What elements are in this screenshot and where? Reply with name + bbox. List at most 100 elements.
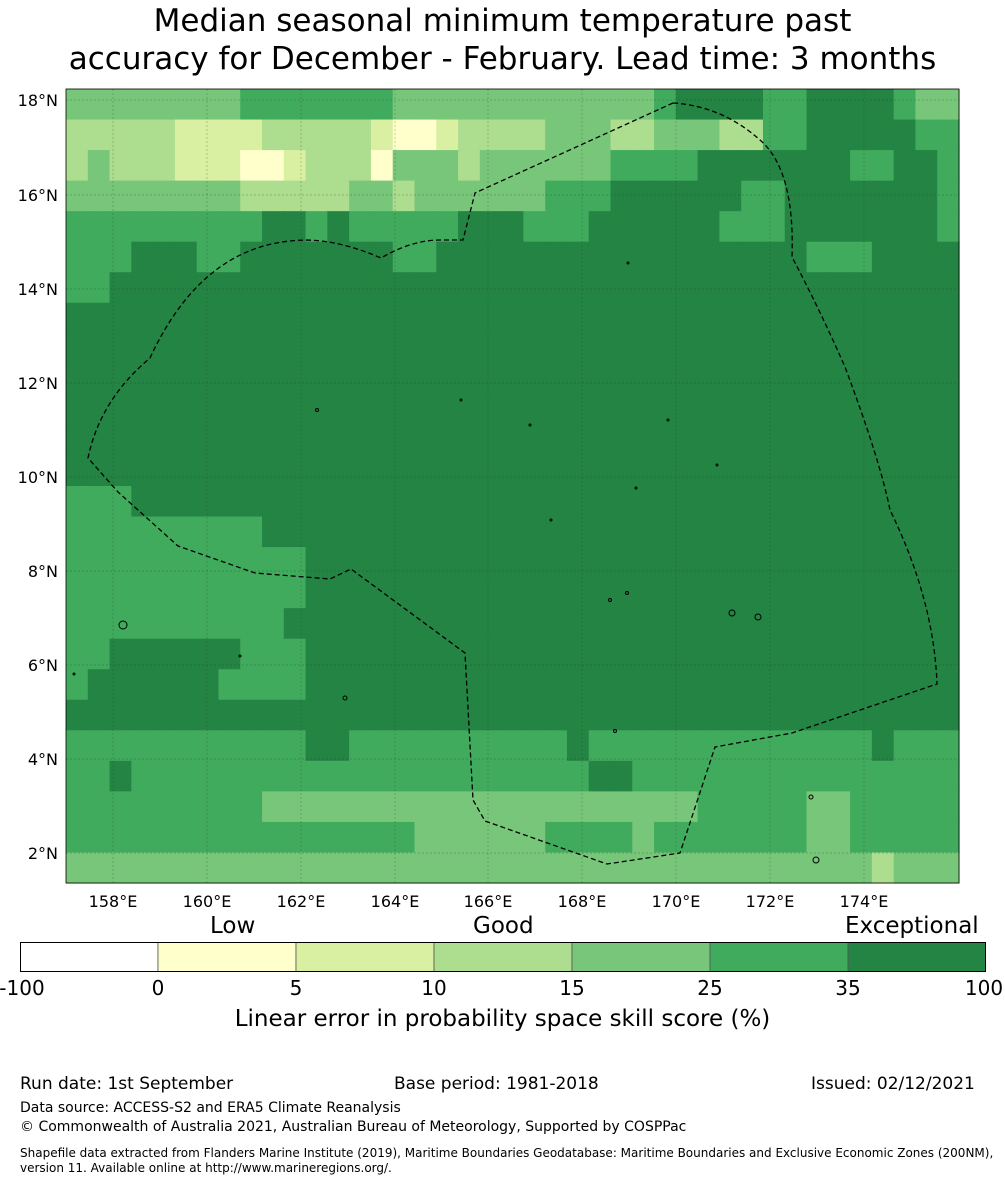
skill-cell	[871, 272, 895, 304]
skill-cell	[174, 547, 198, 579]
skill-cell	[153, 150, 176, 182]
skill-cell	[414, 486, 437, 518]
skill-cell	[632, 333, 655, 365]
skill-cell	[675, 760, 699, 792]
skill-cell	[436, 791, 459, 823]
skill-cell	[828, 211, 851, 243]
skill-cell	[109, 150, 132, 182]
skill-cell	[523, 211, 546, 243]
skill-cell	[741, 363, 764, 395]
skill-cell	[762, 363, 786, 395]
skill-cell	[87, 394, 111, 426]
skill-cell	[523, 486, 546, 518]
skill-cell	[109, 211, 132, 243]
skill-cell	[850, 669, 873, 701]
skill-cell	[566, 730, 590, 762]
skill-cell	[87, 211, 111, 243]
skill-cell	[240, 302, 263, 334]
skill-cell	[392, 241, 416, 273]
skill-cell	[915, 638, 938, 670]
skill-cell	[66, 333, 89, 365]
skill-cell	[741, 669, 764, 701]
skill-cell	[370, 577, 394, 609]
skill-cell	[719, 547, 742, 579]
skill-cell	[610, 669, 633, 701]
skill-cell	[109, 272, 132, 304]
skill-cell	[218, 89, 241, 121]
skill-cell	[654, 821, 677, 854]
skill-cell	[283, 211, 307, 243]
skill-cell	[697, 699, 721, 731]
skill-cell	[632, 363, 655, 395]
skill-cell	[654, 608, 677, 640]
skill-cell	[719, 486, 742, 518]
skill-cell	[588, 638, 612, 670]
skill-cell	[370, 150, 394, 182]
skill-cell	[109, 791, 132, 823]
skill-cell	[523, 577, 546, 609]
skill-cell	[610, 272, 633, 304]
skill-cell	[174, 821, 198, 854]
skill-cell	[893, 821, 917, 854]
skill-cell	[719, 852, 742, 884]
skill-cell	[392, 608, 416, 640]
skill-cell	[392, 89, 416, 121]
skill-cell	[937, 455, 960, 487]
skill-cell	[588, 394, 612, 426]
skill-cell	[370, 394, 394, 426]
skill-cell	[850, 150, 873, 182]
skill-cell	[109, 547, 132, 579]
skill-cell	[153, 760, 176, 792]
skill-cell	[262, 363, 285, 395]
skill-cell	[915, 791, 938, 823]
skill-cell	[392, 150, 416, 182]
skill-cell	[719, 180, 742, 212]
skill-cell	[196, 638, 220, 670]
skill-cell	[327, 211, 350, 243]
colorbar-segment	[157, 942, 297, 972]
skill-cell	[501, 424, 524, 457]
skill-cell	[871, 730, 895, 762]
skill-cell	[458, 455, 481, 487]
skill-cell	[66, 394, 89, 426]
skill-cell	[806, 455, 829, 487]
skill-cell	[632, 486, 655, 518]
skill-cell	[850, 730, 873, 762]
skill-cell	[196, 89, 220, 121]
skill-cell	[741, 791, 764, 823]
skill-cell	[828, 577, 851, 609]
skill-cell	[719, 638, 742, 670]
skill-cell	[871, 363, 895, 395]
skill-cell	[109, 394, 132, 426]
skill-cell	[414, 699, 437, 731]
skill-cell	[697, 241, 721, 273]
skill-cell	[762, 699, 786, 731]
skill-cell	[632, 791, 655, 823]
skill-cell	[109, 821, 132, 854]
skill-cell	[806, 180, 829, 212]
longitude-label: 168°E	[558, 892, 607, 910]
skill-cell	[87, 699, 111, 731]
skill-cell	[937, 394, 960, 426]
skill-cell	[436, 119, 459, 151]
latitude-labels: 18°N 16°N 14°N 12°N 10°N 8°N 6°N 4°N 2°N	[18, 91, 58, 863]
skill-cell	[196, 852, 220, 884]
skill-cell	[349, 547, 372, 579]
skill-cell	[937, 150, 960, 182]
skill-cell	[153, 486, 176, 518]
skill-cell	[327, 302, 350, 334]
skill-cell	[153, 241, 176, 273]
skill-cell	[545, 272, 568, 304]
skill-cell	[479, 89, 503, 121]
skill-cell	[370, 272, 394, 304]
skill-cell	[545, 699, 568, 731]
skill-cell	[131, 821, 154, 854]
skill-cell	[240, 119, 263, 151]
skill-cell	[762, 455, 786, 487]
skill-cell	[370, 669, 394, 701]
skill-cell	[392, 455, 416, 487]
skill-cell	[806, 302, 829, 334]
skill-cell	[675, 333, 699, 365]
skill-cell	[915, 821, 938, 854]
island-outline	[613, 729, 617, 733]
